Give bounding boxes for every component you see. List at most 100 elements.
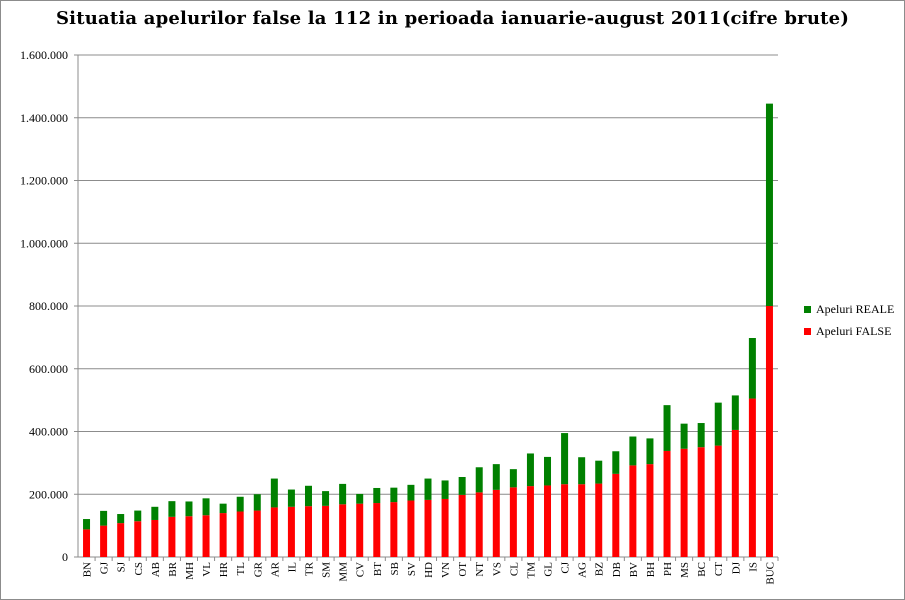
- y-tick-label: 1.000.000: [20, 236, 68, 250]
- x-tick-labels: BN GJ SJ CS AB BR MH VL HR TL GR AR IL TR SM MM CV BT SB SV…: [82, 561, 777, 584]
- bar-false-vs: [492, 489, 500, 557]
- bar-false-gl: [544, 485, 552, 557]
- bar-reale-ab: [151, 506, 159, 520]
- bar-false-buc: [765, 306, 773, 557]
- bars: [83, 103, 773, 557]
- bar-reale-sj: [117, 514, 125, 524]
- x-tick-label: IS: [747, 562, 759, 572]
- bar-reale-mm: [339, 483, 347, 505]
- x-tick-label: GL: [543, 562, 555, 577]
- bar-false-mh: [185, 516, 193, 557]
- bar-reale-tm: [526, 453, 534, 487]
- bar-reale-bz: [595, 460, 603, 484]
- bar-reale-cj: [561, 433, 569, 485]
- bar-false-nt: [475, 492, 483, 557]
- x-tick-label: BH: [645, 562, 657, 577]
- x-tick-label: SV: [406, 562, 418, 576]
- bar-reale-ph: [663, 405, 671, 451]
- bar-false-sm: [322, 505, 330, 557]
- bar-false-dj: [731, 429, 739, 557]
- bar-reale-gl: [544, 456, 552, 486]
- bar-reale-vs: [492, 464, 500, 490]
- gridlines: [78, 54, 778, 495]
- bar-false-gj: [100, 525, 108, 557]
- bar-reale-ar: [270, 478, 278, 508]
- bar-false-bz: [595, 483, 603, 557]
- bar-reale-is: [748, 338, 756, 399]
- y-tick-label: 1.200.000: [20, 174, 68, 188]
- x-tick-label: DB: [611, 562, 623, 577]
- bar-reale-ct: [714, 402, 722, 446]
- x-tick-label: BN: [82, 562, 94, 577]
- x-tick-label: BC: [696, 562, 708, 577]
- bar-reale-nt: [475, 467, 483, 493]
- bar-reale-gr: [253, 494, 261, 511]
- bar-reale-mh: [185, 501, 193, 517]
- x-tick-label: SJ: [116, 561, 128, 572]
- y-tick-label: 1.600.000: [20, 48, 68, 62]
- bar-reale-bc: [697, 423, 705, 448]
- x-tick-label: TM: [525, 562, 537, 579]
- bar-reale-cs: [134, 510, 142, 522]
- x-tick-label: GJ: [99, 561, 111, 574]
- bar-false-tm: [526, 486, 534, 557]
- x-tick-label: HD: [423, 562, 435, 578]
- x-tick-label: SB: [389, 562, 401, 575]
- x-tick-label: CT: [713, 562, 725, 576]
- bar-reale-bh: [646, 438, 654, 465]
- bar-reale-hd: [424, 478, 432, 500]
- bar-false-mm: [339, 504, 347, 557]
- bar-reale-bn: [83, 519, 91, 530]
- x-tick-label: CS: [133, 562, 145, 575]
- x-tick-label: MM: [338, 562, 350, 582]
- x-tick-label: MH: [184, 562, 196, 580]
- legend-swatch-false: [804, 327, 811, 335]
- x-tick-label: HR: [218, 561, 230, 577]
- bar-false-tr: [304, 506, 312, 557]
- bar-false-ag: [578, 484, 586, 557]
- bar-reale-db: [612, 451, 620, 474]
- x-tick-label: BT: [372, 562, 384, 576]
- bar-reale-ag: [578, 457, 586, 485]
- bar-reale-ot: [458, 476, 466, 495]
- bar-false-br: [168, 516, 176, 557]
- x-tick-label: CJ: [560, 561, 572, 573]
- bar-reale-vl: [202, 498, 210, 516]
- bar-false-gr: [253, 510, 261, 557]
- bar-reale-cl: [509, 469, 517, 488]
- x-tick-label: OT: [457, 562, 469, 577]
- bar-false-bh: [646, 464, 654, 557]
- bar-false-hr: [219, 513, 227, 557]
- bar-reale-dj: [731, 395, 739, 430]
- bar-false-ct: [714, 445, 722, 557]
- bar-false-bn: [83, 529, 91, 557]
- bar-false-sb: [390, 502, 398, 557]
- bar-false-bt: [373, 503, 381, 557]
- x-tick-label: IL: [286, 562, 298, 573]
- x-tick-label: VS: [491, 562, 503, 576]
- x-tick-label: MS: [679, 562, 691, 578]
- bar-reale-sm: [322, 491, 330, 506]
- bar-reale-bv: [629, 436, 637, 466]
- bar-reale-ms: [680, 423, 688, 449]
- chart-title: Situatia apelurilor false la 112 in peri…: [55, 8, 850, 29]
- legend-label-false: Apeluri FALSE: [816, 323, 892, 338]
- bar-reale-hr: [219, 503, 227, 514]
- x-tick-label: BV: [628, 562, 640, 577]
- bar-false-vn: [441, 498, 449, 557]
- bar-false-bv: [629, 465, 637, 557]
- x-tick-label: TL: [235, 562, 247, 576]
- legend-swatch-reale: [804, 305, 811, 313]
- bar-false-bc: [697, 447, 705, 557]
- y-tick-labels: 0 200.000 400.000 600.000 800.000 1.000.000 1.…: [20, 48, 68, 564]
- bar-false-ph: [663, 450, 671, 557]
- y-tick-label: 800.000: [29, 299, 68, 313]
- bar-reale-sv: [407, 484, 415, 501]
- x-tick-label: AB: [150, 562, 162, 577]
- bar-false-db: [612, 473, 620, 557]
- bar-false-cl: [509, 487, 517, 557]
- x-tick-label: VN: [440, 562, 452, 578]
- legend-item-reale: Apeluri REALE: [804, 298, 894, 320]
- y-tick-label: 600.000: [29, 362, 68, 376]
- bar-reale-il: [287, 489, 295, 507]
